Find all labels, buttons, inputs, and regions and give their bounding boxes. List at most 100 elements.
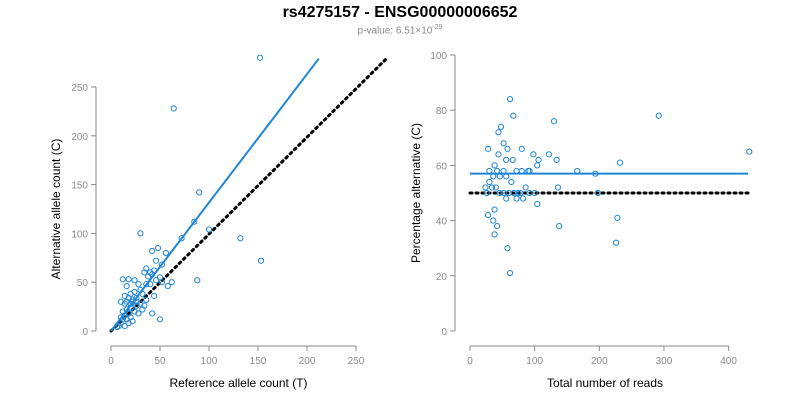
data-point	[257, 257, 265, 264]
data-point	[490, 173, 497, 180]
data-point	[485, 211, 492, 219]
x-tick-label: 150	[250, 356, 267, 367]
y-tick: 50	[77, 278, 96, 289]
x-tick: 50	[154, 346, 166, 367]
data-point	[504, 245, 511, 252]
x-axis: 0 50 100 150 200 250	[108, 345, 365, 367]
data-point	[491, 162, 498, 169]
data-point	[592, 170, 599, 177]
data-point	[256, 54, 264, 61]
y-tick-label: 60	[436, 161, 448, 172]
x-tick-label: 300	[656, 356, 673, 367]
y-tick-label: 40	[436, 217, 448, 228]
data-point	[149, 271, 156, 278]
y-tick: 250	[71, 83, 96, 94]
data-point	[497, 123, 505, 130]
x-tick: 200	[299, 346, 316, 367]
y-tick-label: 50	[77, 278, 89, 289]
data-point	[143, 281, 150, 288]
data-point	[196, 189, 203, 196]
data-point	[119, 276, 126, 283]
data-point	[194, 277, 201, 284]
data-point	[121, 323, 128, 330]
y-tick: 20	[436, 272, 455, 283]
data-point	[491, 206, 498, 213]
data-point	[162, 249, 169, 257]
x-tick: 100	[201, 346, 218, 367]
data-point	[510, 112, 517, 119]
y-tick-label: 100	[430, 51, 447, 62]
data-point	[191, 218, 198, 225]
data-point	[518, 145, 525, 152]
data-point	[135, 281, 142, 288]
data-point	[517, 189, 524, 197]
y-tick-label: 0	[441, 327, 447, 338]
y-tick: 80	[436, 106, 455, 117]
data-point	[574, 167, 581, 175]
x-tick-label: 100	[201, 356, 218, 367]
data-point	[503, 195, 510, 202]
fit-line	[110, 58, 320, 332]
data-point	[514, 189, 521, 197]
y-tick-label: 150	[71, 181, 88, 192]
data-point	[117, 298, 124, 305]
y-tick: 150	[71, 181, 96, 192]
data-point	[510, 189, 518, 197]
data-point	[123, 298, 130, 305]
data-point	[178, 235, 185, 242]
x-tick-label: 200	[299, 356, 316, 367]
data-point	[158, 261, 166, 268]
x-tick-label: 0	[467, 356, 473, 367]
data-point	[556, 223, 563, 230]
data-point	[125, 320, 132, 327]
data-point	[495, 151, 502, 158]
x-tick-label: 400	[720, 356, 737, 367]
data-point	[655, 112, 662, 119]
p-value-exponent: -29	[432, 24, 443, 31]
y-tick-label: 100	[71, 229, 88, 240]
data-point	[594, 189, 602, 197]
data-point	[503, 156, 510, 163]
data-point	[133, 294, 140, 301]
data-point	[123, 283, 130, 290]
data-point	[613, 239, 620, 246]
y-tick-label: 250	[71, 83, 88, 94]
data-point	[131, 277, 138, 284]
y-tick: 100	[71, 229, 96, 240]
data-point	[500, 140, 507, 147]
data-point	[490, 217, 497, 224]
data-point	[614, 214, 621, 221]
y-tick-label: 0	[82, 327, 88, 338]
x-tick: 400	[720, 346, 737, 367]
data-point	[152, 277, 160, 284]
x-tick-label: 50	[154, 356, 166, 367]
data-point	[503, 173, 510, 180]
data-point	[486, 167, 493, 175]
y-tick: 0	[82, 327, 96, 338]
data-point	[506, 96, 514, 103]
x-axis: 0 100 200 300 400	[467, 345, 737, 367]
data-point	[152, 257, 160, 264]
data-point	[492, 184, 499, 191]
data-point	[143, 296, 150, 303]
chart-title: rs4275157 - ENSG00000006652	[282, 4, 518, 21]
data-point	[125, 276, 132, 283]
data-point	[141, 269, 148, 276]
y-tick: 0	[441, 327, 455, 338]
x-tick-label: 0	[108, 356, 114, 367]
x-tick: 100	[526, 346, 543, 367]
data-point	[137, 230, 144, 237]
data-point	[535, 156, 542, 163]
data-point	[495, 129, 502, 136]
chart-subtitle: p-value: 6.51×10-29	[0, 24, 800, 36]
y-axis: 0 20 40 60 80 100	[430, 51, 456, 338]
data-point	[205, 226, 213, 233]
x-tick: 250	[348, 346, 365, 367]
x-tick-label: 200	[591, 356, 608, 367]
data-point	[129, 298, 136, 305]
data-point	[553, 156, 560, 163]
data-point	[486, 178, 493, 186]
y-axis-label: Percentage alternative (C)	[409, 123, 423, 263]
data-point	[168, 279, 175, 286]
